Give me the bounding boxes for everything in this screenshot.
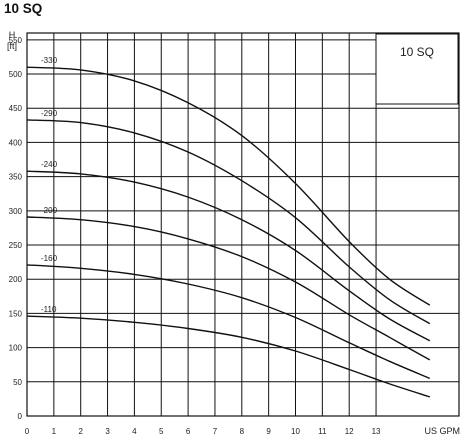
x-axis-label: US GPM <box>424 426 460 436</box>
x-tick-label: 8 <box>240 427 245 436</box>
x-tick-label: 5 <box>159 427 164 436</box>
y-tick-label: 50 <box>13 378 22 387</box>
y-tick-label: 250 <box>9 241 23 250</box>
y-tick-label: 300 <box>9 207 23 216</box>
curve-240 <box>26 170 431 342</box>
x-tick-label: 2 <box>78 427 83 436</box>
x-tick-label: 12 <box>345 427 354 436</box>
curve-label-330: -330 <box>41 56 58 65</box>
plot-frame <box>26 32 460 417</box>
x-tick-label: 7 <box>213 427 218 436</box>
page-title: 10 SQ <box>4 1 43 16</box>
x-tick-label: 9 <box>266 427 271 436</box>
curve-label-110: -110 <box>41 305 57 314</box>
y-tick-label: 400 <box>9 138 23 147</box>
x-tick-label: 4 <box>132 427 137 436</box>
x-tick-label: 13 <box>372 427 381 436</box>
curve-label-290: -290 <box>41 109 58 118</box>
curve-label-200: -200 <box>41 206 58 215</box>
y-tick-label: 550 <box>9 36 23 45</box>
y-tick-label: 500 <box>9 70 23 79</box>
curve-200 <box>26 216 431 361</box>
model-badge-box <box>375 33 459 105</box>
curve-290 <box>26 119 431 325</box>
curve-label-160: -160 <box>41 254 58 263</box>
y-tick-label: 200 <box>9 275 23 284</box>
x-tick-label: 1 <box>52 427 57 436</box>
x-tick-label: 6 <box>186 427 191 436</box>
y-axis-label: H <box>9 30 16 40</box>
curve-330 <box>26 66 431 306</box>
y-tick-label: 0 <box>18 412 23 421</box>
x-tick-label: 10 <box>291 427 300 436</box>
x-tick-label: 11 <box>318 427 327 436</box>
curve-110 <box>26 315 431 398</box>
x-tick-label: 0 <box>25 427 30 436</box>
y-tick-label: 150 <box>9 309 23 318</box>
y-tick-label: 350 <box>9 173 23 182</box>
curve-160 <box>26 264 431 380</box>
y-tick-label: 450 <box>9 104 23 113</box>
y-tick-label: 100 <box>9 344 23 353</box>
y-axis-unit: [ft] <box>7 41 17 51</box>
model-badge-text: 10 SQ <box>400 45 434 59</box>
curve-label-240: -240 <box>41 160 58 169</box>
x-tick-label: 3 <box>105 427 110 436</box>
